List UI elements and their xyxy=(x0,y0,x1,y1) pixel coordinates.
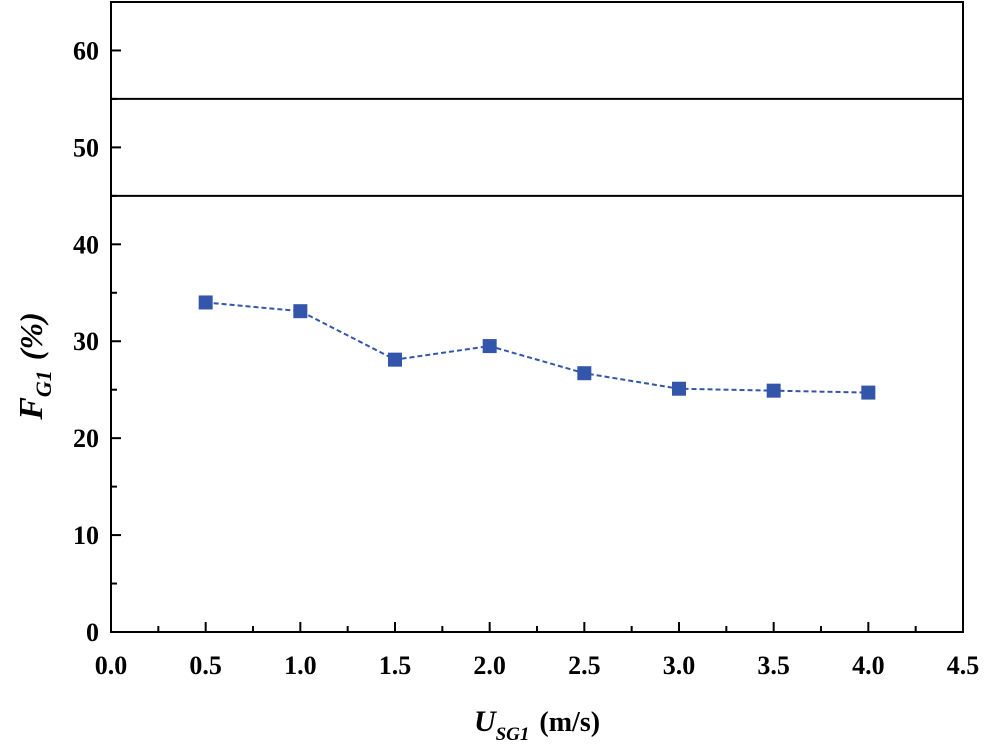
data-point xyxy=(766,383,781,398)
x-axis-tick-labels: 0.0 0.5 1.0 1.5 2.0 2.5 3.0 3.5 4.0 4.5 xyxy=(95,651,980,680)
data-point xyxy=(198,295,213,310)
reference-lines xyxy=(111,97,963,197)
y-axis-tick-labels: 0 10 20 30 40 50 60 xyxy=(73,36,99,647)
plot-frame xyxy=(110,1,964,633)
y-tick-label: 60 xyxy=(73,36,99,65)
x-axis-title: USG1 (m/s) xyxy=(474,705,600,745)
y-tick-label: 50 xyxy=(73,133,99,162)
data-point xyxy=(672,381,686,396)
x-tick-label: 0.5 xyxy=(189,651,222,680)
data-point xyxy=(577,366,592,381)
y-axis-title: FG1(%) xyxy=(13,312,56,421)
x-tick-label: 2.5 xyxy=(568,651,601,680)
data-point xyxy=(482,339,497,354)
y-axis-ticks xyxy=(111,1,121,633)
x-tick-label: 3.5 xyxy=(757,651,790,680)
data-point xyxy=(293,304,308,319)
x-tick-label: 4.0 xyxy=(852,651,885,680)
series-layer xyxy=(198,295,876,400)
y-tick-label: 40 xyxy=(73,230,99,259)
x-tick-label: 2.0 xyxy=(473,651,506,680)
x-tick-label: 3.0 xyxy=(663,651,696,680)
y-tick-label: 10 xyxy=(73,521,99,550)
data-point xyxy=(861,385,876,400)
x-tick-label: 1.0 xyxy=(284,651,317,680)
x-tick-label: 4.5 xyxy=(947,651,980,680)
x-tick-label: 0.0 xyxy=(95,651,128,680)
y-tick-label: 20 xyxy=(73,424,99,453)
y-tick-label: 30 xyxy=(73,327,99,356)
x-axis-ticks xyxy=(110,622,964,632)
x-tick-label: 1.5 xyxy=(379,651,412,680)
y-tick-label: 0 xyxy=(86,618,99,647)
data-point xyxy=(388,352,402,367)
series-line xyxy=(205,301,869,394)
